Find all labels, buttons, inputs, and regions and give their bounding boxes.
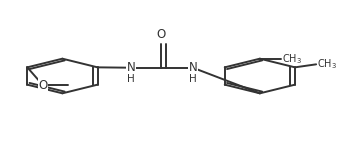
Text: H: H (189, 74, 197, 84)
Text: O: O (39, 79, 48, 92)
Text: CH$_3$: CH$_3$ (317, 57, 337, 71)
Text: N: N (188, 61, 197, 74)
Text: O: O (156, 28, 166, 41)
Text: N: N (127, 61, 136, 74)
Text: CH$_3$: CH$_3$ (282, 52, 302, 66)
Text: H: H (127, 74, 135, 84)
